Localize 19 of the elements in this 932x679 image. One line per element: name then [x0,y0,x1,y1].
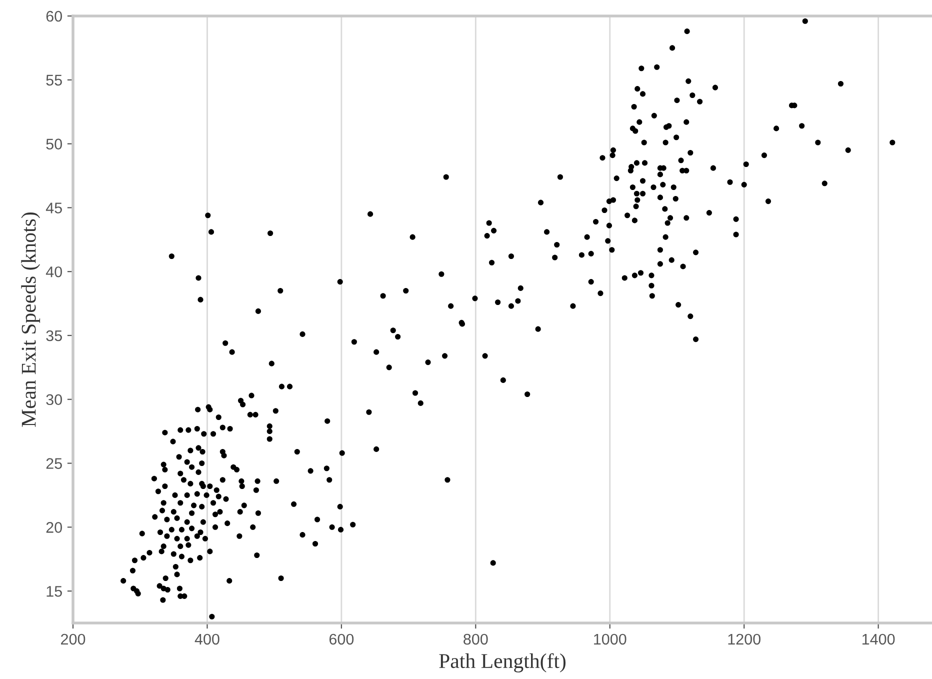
y-tick-label: 35 [46,330,62,342]
y-tick-label: 60 [46,10,62,22]
x-tick-label: 1200 [728,634,760,645]
y-tick-label: 45 [46,202,62,214]
y-tick-label: 55 [46,74,62,86]
x-axis-title: Path Length(ft) [439,653,566,672]
y-tick-label: 20 [46,522,62,533]
y-axis-title: Mean Exit Speeds (knots) [21,212,40,427]
x-tick-label: 1400 [862,634,895,645]
x-tick-label: 400 [194,634,220,645]
y-tick-label: 40 [46,266,62,278]
x-tick-label: 200 [61,634,86,645]
y-tick-label: 25 [46,458,62,469]
y-tick-label: 30 [46,394,62,406]
x-tick-label: 800 [464,634,488,645]
y-tick-label: 15 [46,586,62,597]
x-tick-label: 600 [329,634,354,645]
x-tick-label: 1000 [594,634,626,645]
y-tick-label: 50 [46,138,62,150]
